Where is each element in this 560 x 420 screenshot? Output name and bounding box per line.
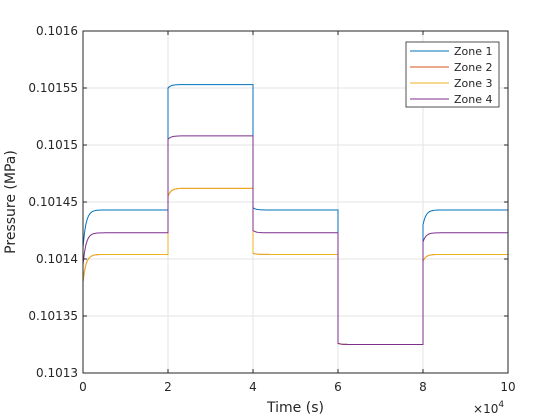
legend-box [405,41,500,108]
legend-label-zone-1: Zone 1 [454,45,493,58]
series-line-zone-3 [82,187,508,345]
x-exponent: ×104 [473,400,504,416]
y-axis-label: Pressure (MPa) [3,150,19,254]
y-tick-label: 0.1014 [36,252,78,266]
y-tick-label: 0.1016 [36,24,78,38]
x-axis-label: Time (s) [266,400,324,416]
x-tick-label: 0 [79,380,87,394]
legend: Zone 1 Zone 2 Zone 3 Zone 4 [405,41,500,108]
x-tick-label: 4 [249,380,257,394]
x-tick-label: 6 [334,380,342,394]
series-line-zone-4 [82,135,508,345]
legend-label-zone-3: Zone 3 [454,77,493,90]
y-tick-label: 0.1013 [36,366,78,380]
series-layer [82,84,508,345]
x-exponent-power: 4 [498,400,504,410]
y-tick-label: 0.1015 [36,138,78,152]
x-exponent-times: × [473,402,483,416]
y-tick-label: 0.10135 [28,309,78,323]
x-exponent-base: 10 [483,402,498,416]
x-tick-label: 2 [164,380,172,394]
tick-labels: 0 2 4 6 8 10 0.1013 0.10135 0.1014 0.10145 0.1015 0… [28,24,515,394]
legend-label-zone-4: Zone 4 [454,93,493,106]
axis-ticks [82,30,509,374]
legend-label-zone-2: Zone 2 [454,61,493,74]
x-tick-label: 8 [419,380,427,394]
y-tick-label: 0.10145 [28,195,78,209]
y-tick-label: 0.10155 [28,81,78,95]
x-tick-label: 10 [500,380,515,394]
series-line-zone-1 [82,84,508,345]
